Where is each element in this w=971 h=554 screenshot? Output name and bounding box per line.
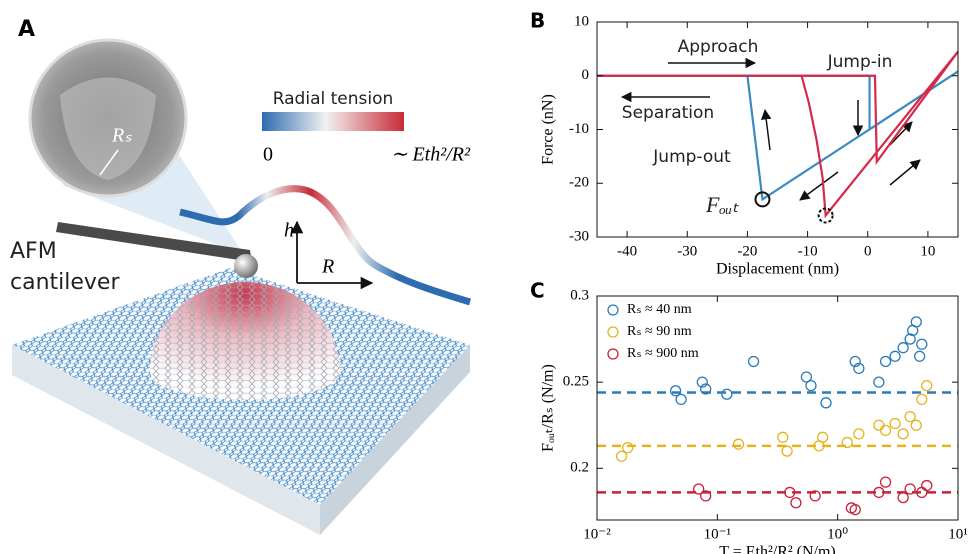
annotation: Separation: [622, 103, 714, 123]
y-tick-label: -10: [569, 121, 589, 137]
colorbar-max: ∼ Eth²/R²: [391, 144, 471, 166]
arrow: [765, 110, 770, 150]
x-tick-label: -10: [798, 243, 818, 259]
data-point: [911, 420, 921, 430]
data-point: [898, 429, 908, 439]
data-point: [778, 432, 788, 442]
data-point: [749, 356, 759, 366]
force-curve: [597, 71, 958, 199]
x-axis-label: T = Eth²/R² (N/m): [719, 544, 836, 554]
data-point: [782, 446, 792, 456]
force-curve: [597, 52, 958, 216]
data-point: [881, 425, 891, 435]
data-point: [881, 356, 891, 366]
arrow: [890, 160, 920, 185]
data-point: [722, 389, 732, 399]
data-point: [821, 398, 831, 408]
data-point: [818, 432, 828, 442]
annotation: Jump-out: [652, 147, 731, 167]
data-point: [791, 498, 801, 508]
data-point: [854, 429, 864, 439]
height-label: h: [284, 220, 294, 242]
annotation: Approach: [678, 37, 759, 57]
arrow: [890, 122, 912, 145]
x-tick-label: 10¹: [948, 526, 968, 542]
data-point: [734, 439, 744, 449]
data-point: [617, 451, 627, 461]
y-tick-label: 0.25: [563, 374, 589, 390]
y-tick-label: -20: [569, 175, 589, 191]
x-axis-label: Displacement (nm): [716, 261, 839, 278]
data-point: [881, 477, 891, 487]
annotation: Jump-in: [827, 52, 893, 72]
data-point: [890, 419, 900, 429]
illustration: Radial tension 0 ∼ Eth²/R² AFM cantileve…: [10, 40, 471, 535]
legend-label: Rₛ ≈ 40 nm: [627, 302, 692, 317]
y-tick-label: 0.2: [570, 460, 589, 476]
y-tick-label: 10: [574, 13, 589, 29]
y-tick-label: 0: [582, 67, 590, 83]
data-point: [915, 351, 925, 361]
cantilever-label: AFM: [10, 239, 57, 264]
legend-marker: [608, 327, 618, 337]
legend-label: Rₛ ≈ 90 nm: [627, 324, 692, 339]
data-point: [874, 377, 884, 387]
data-point: [898, 493, 908, 503]
data-point: [806, 381, 816, 391]
y-axis-label: Force (nN): [540, 94, 557, 165]
cantilever-label: cantilever: [10, 270, 120, 295]
x-tick-label: -20: [737, 243, 757, 259]
panel-label: B: [530, 9, 545, 33]
x-tick-label: 10⁰: [827, 526, 848, 542]
data-point: [874, 420, 884, 430]
radius-label: R: [321, 256, 334, 278]
afm-tip: [234, 254, 258, 278]
inset-label: Rₛ: [111, 125, 132, 147]
x-tick-label: 0: [864, 243, 872, 259]
y-tick-label: -30: [569, 228, 589, 244]
data-point: [917, 394, 927, 404]
x-tick-label: 10⁻²: [583, 526, 611, 542]
panel-label: A: [18, 17, 35, 42]
legend-marker: [608, 305, 618, 315]
data-point: [842, 437, 852, 447]
colorbar-title: Radial tension: [273, 89, 394, 109]
y-tick-label: 0.3: [570, 287, 589, 303]
colorbar-min: 0: [263, 144, 273, 166]
legend-marker: [608, 349, 618, 359]
data-point: [623, 443, 633, 453]
figure: Radial tension 0 ∼ Eth²/R² AFM cantileve…: [0, 0, 971, 554]
annotation: Fₒᵤₜ: [705, 192, 739, 217]
x-tick-label: 10⁻¹: [704, 526, 731, 542]
legend-label: Rₛ ≈ 900 nm: [627, 346, 699, 361]
colorbar: [262, 112, 404, 131]
data-point: [850, 505, 860, 515]
y-axis-label: Fₒᵤₜ/Rₛ (N/m): [540, 364, 557, 452]
x-tick-label: 10: [920, 243, 935, 259]
data-point: [922, 381, 932, 391]
data-point: [908, 325, 918, 335]
x-tick-label: -40: [617, 243, 637, 259]
panel-label: C: [530, 279, 545, 303]
data-point: [922, 481, 932, 491]
data-point: [905, 412, 915, 422]
data-point: [898, 343, 908, 353]
x-tick-label: -30: [677, 243, 697, 259]
data-point: [676, 394, 686, 404]
arrow: [800, 172, 838, 200]
data-point: [905, 484, 915, 494]
data-point: [917, 339, 927, 349]
data-point: [890, 351, 900, 361]
